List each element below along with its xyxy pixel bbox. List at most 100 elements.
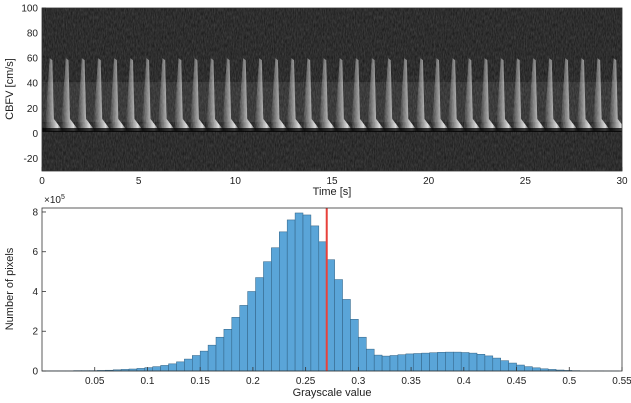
histogram-bar [199,350,209,372]
beat-waveform [318,58,337,131]
histogram-bar [192,355,201,372]
histogram-bar [223,329,233,372]
histogram-y-ticks: 0 2 4 6 8 [32,207,46,378]
x-tick-label: 0.15 [190,376,210,387]
histogram-bar [516,364,525,372]
y-tick-label: 60 [27,54,39,65]
x-tick-label: 15 [326,176,338,187]
x-tick-label: 0.35 [401,376,421,387]
histogram-bar [215,336,225,372]
beat-waveform [334,58,353,131]
histogram-bar [413,353,422,372]
beat-waveform [141,58,160,131]
histogram-panel: 0.05 0.1 0.15 0.2 0.25 0.3 0.35 0.4 0.45 0.5 0.55 … [4,194,631,399]
histogram-bar [294,212,304,372]
y-tick-label: 0 [32,367,38,378]
histogram-bar [160,365,169,372]
spectrogram-x-axis-label: Time [s] [313,186,352,198]
histogram-bar [247,291,256,372]
histogram-bar [302,214,312,372]
histogram-bar [460,352,470,372]
histogram-bar [373,354,383,372]
histogram-y-axis-label: Number of pixels [4,247,16,330]
histogram-bar [358,336,367,372]
x-tick-label: 30 [616,176,628,187]
beat-waveform [302,58,321,131]
histogram-bar [176,361,185,372]
spectrogram-zero-line [42,128,622,132]
beat-waveform [447,58,466,131]
y-tick-label: 40 [27,79,39,90]
histogram-bar [484,355,494,372]
histogram-bar [389,355,399,372]
histogram-bar [334,279,343,372]
beat-waveform [125,58,144,131]
beat-waveform [350,58,369,131]
histogram-bar [231,317,240,372]
histogram-bar [263,261,272,372]
x-tick-label: 5 [136,176,142,187]
x-tick-label: 10 [230,176,242,187]
x-tick-label: 0.3 [351,376,365,387]
histogram-x-axis-label: Grayscale value [293,387,372,399]
beat-waveform [189,58,208,131]
beat-waveform [254,58,273,131]
beat-waveform [608,58,622,131]
x-tick-label: 0.1 [141,376,155,387]
beat-waveform [93,58,112,131]
x-tick-label: 25 [520,176,532,187]
beat-waveform [270,58,289,131]
histogram-bar [350,319,359,372]
histogram-bar [255,277,264,372]
y-tick-label: 20 [27,104,39,115]
histogram-bar [286,219,296,372]
y-tick-label: 4 [32,287,38,298]
spectrogram-x-ticks: 0 5 10 15 20 25 30 [39,167,628,187]
beat-waveform [173,58,192,131]
y-tick-label: 100 [21,4,38,15]
beat-waveform [592,58,611,131]
histogram-bar [453,351,462,372]
histogram-bar [207,344,217,372]
x-tick-label: 0.2 [246,376,260,387]
histogram-bar [271,247,280,372]
beat-waveform [286,58,305,131]
histogram-bar [524,366,533,372]
histogram-bar [326,259,335,372]
histogram-bar [168,363,177,372]
histogram-bar [342,299,351,372]
beat-waveform [157,58,176,131]
histogram-bar [445,351,454,372]
x-tick-label: 0.4 [457,376,471,387]
histogram-bar [421,352,430,372]
beat-waveform [222,58,241,131]
x-tick-label: 0.5 [562,376,576,387]
beat-waveform [44,58,63,131]
x-tick-label: 0.25 [296,376,316,387]
histogram-bar [437,352,446,372]
histogram-bar [405,353,414,372]
histogram-bar [144,367,153,372]
x-tick-label: 0.45 [507,376,527,387]
beat-waveform [463,58,482,131]
beat-waveform [576,58,595,131]
y-tick-label: -20 [24,154,39,165]
beat-waveform [512,58,531,131]
histogram-y-exponent: ×105 [44,194,65,206]
x-tick-label: 20 [423,176,435,187]
y-tick-label: 80 [27,29,39,40]
spectrogram-y-ticks: -20 0 20 40 60 80 100 [21,4,46,165]
beat-waveform [109,58,128,131]
beat-waveform [415,58,434,131]
histogram-bar [381,355,391,372]
beat-waveform [77,58,96,131]
spectrogram-beats [44,58,622,131]
histogram-bar [279,231,288,372]
x-tick-label: 0.05 [85,376,105,387]
histogram-bar [318,241,327,372]
histogram-bar [239,305,248,372]
histogram-bar [366,348,375,372]
spectrogram-mid-band [42,82,622,122]
